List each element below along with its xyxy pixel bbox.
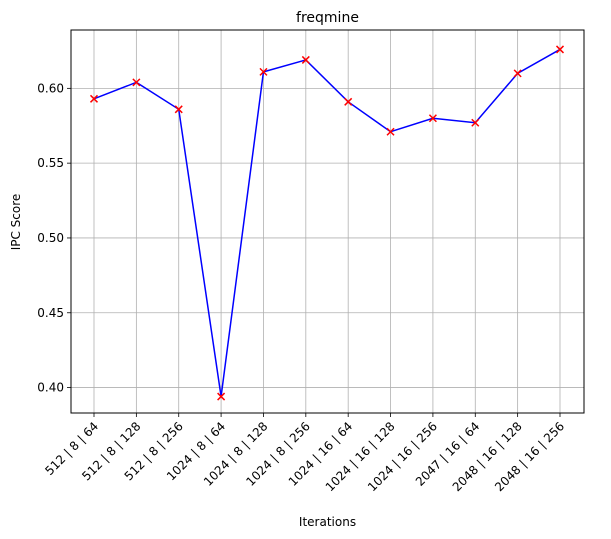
- data-point-marker: [428, 114, 437, 123]
- chart-title: freqmine: [296, 10, 359, 26]
- data-point-marker: [132, 78, 141, 87]
- y-tick-label: 0.50: [37, 231, 64, 245]
- marker-stroke: [555, 45, 565, 54]
- plot-frame: [70, 29, 585, 414]
- marker-stroke: [386, 127, 395, 136]
- data-point-marker: [217, 392, 226, 401]
- y-tick-label: 0.45: [37, 306, 64, 320]
- marker-stroke: [89, 94, 99, 103]
- y-tick-label: 0.40: [37, 381, 64, 395]
- marker-stroke: [344, 97, 353, 106]
- data-point-marker: [386, 127, 395, 136]
- data-point-marker: [344, 97, 353, 106]
- y-tick-label: 0.60: [37, 81, 64, 95]
- grid: [71, 30, 584, 413]
- marker-stroke: [259, 67, 268, 76]
- marker-stroke: [301, 55, 310, 64]
- data-point-marker: [301, 55, 310, 64]
- data-point-marker: [259, 67, 268, 76]
- series-line: [93, 48, 561, 397]
- data-point-marker: [89, 94, 99, 103]
- data-point-marker: [174, 105, 183, 114]
- series-layer: [89, 45, 565, 401]
- data-point-marker: [555, 45, 565, 54]
- y-tick-label: 0.55: [37, 156, 64, 170]
- y-axis-title: IPC Score: [9, 194, 23, 251]
- x-axis-title: Iterations: [299, 515, 356, 529]
- marker-stroke: [132, 78, 141, 87]
- marker-stroke: [513, 69, 522, 78]
- marker-stroke: [428, 114, 437, 123]
- marker-stroke: [174, 105, 183, 114]
- data-point-marker: [513, 69, 522, 78]
- data-point-marker: [471, 118, 480, 127]
- marker-stroke: [471, 118, 480, 127]
- marker-stroke: [217, 392, 226, 401]
